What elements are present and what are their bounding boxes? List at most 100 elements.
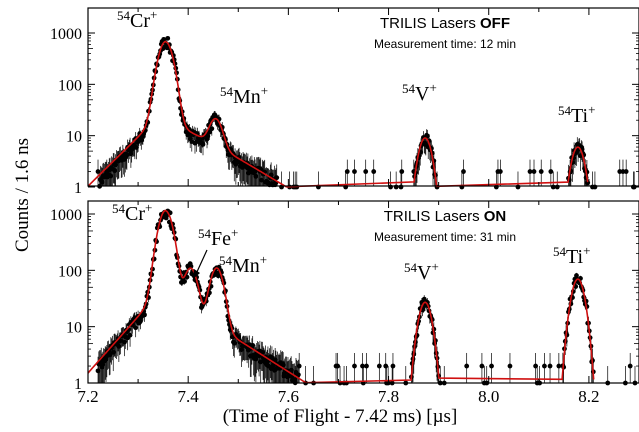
data-point — [95, 368, 101, 374]
data-point — [542, 363, 547, 369]
x-axis-label: (Time of Flight - 7.42 ms) [µs] — [223, 406, 458, 427]
data-point — [270, 363, 276, 369]
peak-label-mn: 54Mn+ — [219, 252, 267, 277]
y-tick-label: 1 — [74, 376, 82, 393]
data-point — [288, 367, 294, 373]
data-point — [507, 363, 513, 369]
fe-arrow-head — [193, 269, 200, 279]
panel-top-frame — [87, 7, 639, 187]
data-point — [128, 151, 134, 157]
y-tick-label: 100 — [58, 263, 82, 280]
fe-arrow-line — [195, 249, 208, 275]
data-point — [360, 363, 365, 369]
data-point — [99, 179, 105, 185]
data-point — [515, 184, 521, 190]
data-point — [184, 274, 190, 280]
fit-curve — [87, 40, 589, 188]
y-tick-label: 1000 — [50, 26, 82, 43]
data-point — [138, 137, 144, 143]
x-tick-label: 7.8 — [378, 387, 399, 406]
data-point — [383, 363, 389, 369]
data-point — [231, 340, 237, 346]
data-point — [464, 363, 470, 369]
peak-label-ti: 54Ti+ — [553, 243, 590, 268]
peak-label-cr: 54Cr+ — [112, 200, 152, 225]
x-tick-label: 8.0 — [478, 387, 499, 406]
data-point — [363, 169, 369, 174]
data-point — [239, 347, 244, 353]
data-point — [531, 169, 537, 174]
data-point — [250, 342, 256, 348]
x-tick-label: 7.2 — [77, 387, 98, 406]
data-point — [376, 363, 382, 369]
data-point — [352, 169, 357, 174]
data-point — [627, 363, 633, 369]
data-point — [479, 363, 485, 369]
data-point — [547, 363, 553, 369]
data-point — [95, 169, 101, 174]
data-point — [253, 173, 259, 179]
data-point — [390, 363, 396, 369]
peak-label-v: 54V+ — [402, 80, 437, 105]
data-point — [113, 162, 119, 168]
data-point — [461, 169, 466, 174]
y-tick-label: 10 — [66, 320, 82, 337]
x-tick-label: 7.4 — [178, 387, 200, 406]
data-point — [280, 362, 286, 368]
data-point — [489, 363, 494, 369]
data-point — [393, 184, 399, 190]
data-point — [574, 273, 579, 278]
data-point — [398, 184, 404, 190]
data-point — [364, 363, 369, 369]
data-point — [554, 184, 560, 190]
data-point — [129, 147, 135, 153]
data-point — [108, 173, 114, 179]
data-point — [371, 169, 377, 174]
data-point — [182, 279, 187, 284]
y-tick-label: 100 — [58, 77, 82, 94]
data-point — [425, 133, 430, 139]
data-point — [274, 175, 280, 181]
data-point — [296, 363, 302, 369]
data-point — [205, 133, 211, 139]
data-point — [335, 363, 341, 369]
data-point — [527, 169, 533, 174]
data-point — [124, 152, 130, 158]
data-point — [497, 169, 503, 174]
data-point — [165, 35, 171, 41]
y-axis-label: Counts / 1.6 ns — [12, 138, 33, 252]
data-point — [344, 169, 350, 174]
peak-label-cr: 54Cr+ — [117, 7, 157, 32]
data-point — [100, 362, 106, 367]
peak-label-v: 54V+ — [404, 259, 439, 284]
data-point — [200, 141, 206, 147]
data-point — [533, 363, 539, 369]
data-point — [127, 332, 133, 338]
data-point — [623, 169, 629, 174]
data-point — [538, 169, 544, 174]
panel-annotation: TRILIS Lasers ON — [384, 208, 507, 225]
data-point — [122, 339, 127, 345]
data-series — [95, 35, 637, 190]
data-point — [112, 168, 118, 173]
data-point — [295, 372, 301, 378]
x-tick-label: 7.6 — [278, 387, 299, 406]
peak-label-ti: 54Ti+ — [558, 102, 595, 127]
data-point — [142, 312, 147, 318]
data-point — [352, 363, 357, 369]
data-point — [556, 363, 562, 369]
data-point — [118, 338, 123, 344]
data-point — [253, 356, 259, 362]
y-tick-label: 1000 — [50, 207, 82, 224]
data-point — [233, 161, 239, 167]
peak-label-mn: 54Mn+ — [220, 83, 268, 108]
data-point — [134, 145, 139, 150]
fit-curve — [87, 209, 595, 384]
data-point — [209, 126, 215, 132]
data-point — [259, 177, 264, 183]
data-point — [207, 129, 212, 135]
data-point — [138, 318, 143, 324]
peak-label-fe: 54Fe+ — [198, 225, 238, 250]
data-point — [215, 273, 221, 279]
